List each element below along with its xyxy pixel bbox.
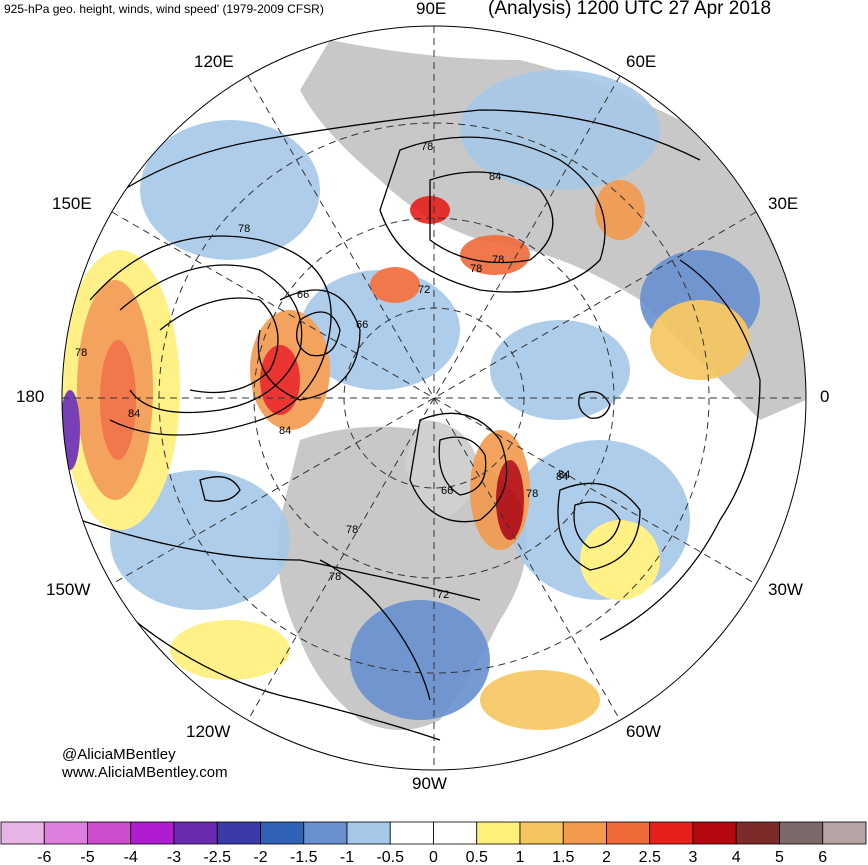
- lon-label-180: 180: [16, 387, 45, 406]
- colorbar-tick-label: -6: [37, 849, 51, 865]
- colorbar-tick-label: 2.5: [639, 849, 661, 865]
- contour-label: 84: [558, 469, 570, 481]
- lon-label-30e: 30E: [768, 194, 799, 213]
- contour-label: 78: [492, 254, 504, 266]
- contour-label: 78: [329, 571, 341, 583]
- colorbar-box: [346, 821, 391, 845]
- lon-label-90e: 90E: [416, 0, 447, 18]
- lon-label-120e: 120E: [194, 52, 234, 71]
- lon-label-120w: 120W: [186, 722, 231, 741]
- colorbar-tick-label: -1.5: [290, 849, 318, 865]
- colorbar-tick-label: -2.5: [203, 849, 231, 865]
- contour-label: 66: [297, 289, 309, 301]
- anomaly-orange: [595, 180, 645, 240]
- map-title-right: (Analysis) 1200 UTC 27 Apr 2018: [488, 0, 772, 19]
- lon-label-0: 0: [820, 387, 830, 406]
- anomaly-yellow: [480, 670, 600, 730]
- colorbar-tick-label: 4: [732, 849, 741, 865]
- anomaly-red: [496, 460, 524, 540]
- colorbar-tick-label: -1: [340, 849, 354, 865]
- colorbar-box: [562, 821, 607, 845]
- lon-label-150w: 150W: [46, 580, 91, 599]
- colorbar-box: [173, 821, 218, 845]
- credit-twitter: @AliciaMBentley: [62, 746, 176, 763]
- lon-label-150e: 150E: [52, 194, 92, 213]
- credit-website: www.AliciaMBentley.com: [62, 764, 228, 781]
- anomaly-blue: [460, 70, 660, 190]
- colorbar-tick-label: -4: [124, 849, 138, 865]
- colorbar-box: [389, 821, 434, 845]
- colorbar-tick-label: 0: [429, 849, 438, 865]
- height-contours: [62, 109, 761, 741]
- contour-label: 66: [356, 319, 368, 331]
- contour-label: 84: [489, 171, 501, 183]
- contour-label: 84: [279, 425, 291, 437]
- contour-label: 72: [418, 284, 430, 296]
- anomaly-blue: [140, 120, 320, 260]
- anomaly-red: [100, 340, 136, 460]
- colorbar-tick-label: -5: [80, 849, 94, 865]
- anomaly-yellow: [170, 620, 290, 680]
- contour-label: 84: [128, 408, 140, 420]
- colorbar-box: [260, 821, 305, 845]
- contour-label: 72: [437, 589, 449, 601]
- colorbar-box: [87, 821, 132, 845]
- anomaly-orange: [460, 235, 530, 275]
- colorbar-tick-label: 1.5: [552, 849, 574, 865]
- colorbar-box: [216, 821, 261, 845]
- anomaly-fill: [62, 70, 760, 730]
- colorbar-box: [476, 821, 521, 845]
- colorbar-box: [735, 821, 780, 845]
- colorbar-box: [519, 821, 564, 845]
- anomaly-blue: [300, 270, 460, 390]
- anomaly-yellow: [580, 520, 660, 600]
- lon-label-60e: 60E: [626, 52, 657, 71]
- colorbar-box: [779, 821, 824, 845]
- colorbar-tick-label: 3: [689, 849, 698, 865]
- colorbar-tick-label: -2: [253, 849, 267, 865]
- contour-label: 66: [441, 485, 453, 497]
- lon-label-90w: 90W: [412, 774, 447, 793]
- colorbar-box: [43, 821, 88, 845]
- colorbar-box: [822, 821, 867, 845]
- colorbar-boxes: [0, 821, 867, 845]
- colorbar-box: [130, 821, 175, 845]
- colorbar-tick-label: 2: [602, 849, 611, 865]
- colorbar-box: [0, 821, 45, 845]
- contour-label: 78: [421, 141, 433, 153]
- colorbar: -6 -5 -4 -3 -2.5 -2 -1.5 -1 -0.5 0 0.5 1 1.5 2 2.5 3 4 5 6: [0, 821, 867, 865]
- anomaly-orange: [370, 267, 420, 303]
- lon-label-60w: 60W: [626, 722, 661, 741]
- colorbar-ticks: -6 -5 -4 -3 -2.5 -2 -1.5 -1 -0.5 0 0.5 1 1.5 2 2.5 3 4 5 6: [37, 849, 827, 865]
- contour-label: 78: [470, 263, 482, 275]
- contour-label: 78: [75, 347, 87, 359]
- colorbar-box: [692, 821, 737, 845]
- map-title-left: 925-hPa geo. height, winds, wind speed' …: [4, 2, 324, 16]
- anomaly-yellow: [650, 300, 750, 380]
- colorbar-box: [606, 821, 651, 845]
- colorbar-tick-label: 6: [818, 849, 827, 865]
- contour-label: 78: [346, 524, 358, 536]
- colorbar-tick-label: 0.5: [466, 849, 488, 865]
- lon-label-30w: 30W: [768, 580, 803, 599]
- anomaly-blue: [110, 470, 290, 610]
- meridian-lines: [62, 26, 806, 770]
- anomaly-blue: [350, 600, 490, 720]
- contour-label: 84: [556, 471, 568, 483]
- anomaly-blue: [490, 320, 630, 420]
- colorbar-tick-label: -0.5: [376, 849, 404, 865]
- colorbar-box: [649, 821, 694, 845]
- contour-label: 78: [238, 223, 250, 235]
- colorbar-tick-label: -3: [167, 849, 181, 865]
- colorbar-box: [303, 821, 348, 845]
- colorbar-tick-label: 1: [516, 849, 525, 865]
- anomaly-red: [260, 345, 300, 415]
- contour-label: 78: [526, 488, 538, 500]
- colorbar-tick-label: 5: [775, 849, 784, 865]
- colorbar-box: [433, 821, 478, 845]
